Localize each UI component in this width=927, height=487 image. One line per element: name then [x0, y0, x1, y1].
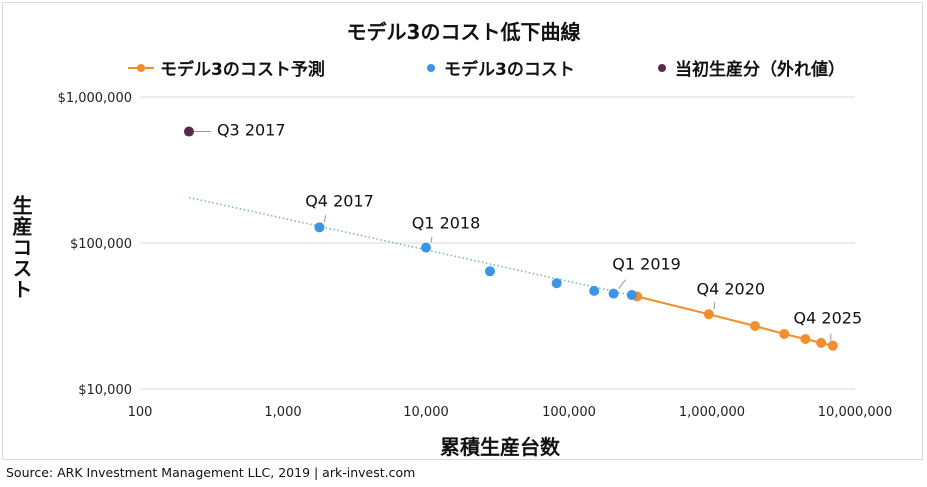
forecast-point: [800, 334, 811, 345]
forecast-point: [703, 309, 714, 320]
legend-marker-cost: [427, 63, 435, 72]
y-tick-label: $1,000,000: [58, 91, 132, 106]
legend-label-forecast: モデル3のコスト予測: [160, 60, 325, 80]
forecast-point: [750, 321, 761, 332]
y-tick-label: $100,000: [70, 237, 132, 252]
legend-item-outlier: 当初生産分（外れ値）: [658, 55, 845, 80]
cost-point: [626, 290, 637, 301]
x-tick-label: 100: [128, 405, 153, 420]
cost-point: [589, 285, 600, 296]
cost-point: [484, 266, 495, 277]
outlier-point: [183, 126, 194, 137]
x-axis-label: 累積生産台数: [440, 435, 560, 459]
annotation-leader: [324, 215, 326, 223]
annotation-label: Q4 2025: [794, 309, 863, 328]
annotation-leader: [430, 236, 433, 243]
x-tick-label: 10,000,000: [818, 405, 892, 420]
cost-point: [551, 278, 562, 289]
y-tick-label: $10,000: [78, 383, 132, 398]
cost-point: [314, 222, 325, 233]
x-tick-label: 1,000: [264, 405, 301, 420]
source-note: Source: ARK Investment Management LLC, 2…: [6, 465, 416, 480]
cost-point: [608, 288, 619, 299]
forecast-point: [779, 329, 790, 340]
annotation-label: Q1 2018: [412, 214, 481, 233]
cost-point: [421, 242, 431, 253]
legend-line-marker: [128, 63, 154, 72]
legend-label-outlier: 当初生産分（外れ値）: [675, 60, 845, 80]
x-tick-label: 1,000,000: [679, 405, 745, 420]
chart-title: モデル3のコスト低下曲線: [346, 20, 581, 44]
legend-item-cost: モデル3のコスト: [427, 55, 575, 80]
legend-item-forecast: モデル3のコスト予測: [128, 55, 325, 80]
annotation-leader: [618, 279, 626, 289]
annotation-leader: [713, 302, 716, 310]
legend-marker-outlier: [658, 63, 666, 72]
annotation-label: Q4 2017: [305, 191, 374, 210]
forecast-point: [816, 337, 827, 348]
annotation-label: Q3 2017: [217, 121, 286, 140]
x-tick-label: 100,000: [542, 405, 596, 420]
annotation-label: Q1 2019: [612, 255, 681, 274]
legend-label-cost: モデル3のコスト: [444, 60, 575, 80]
y-axis-label: 生産コスト: [9, 195, 33, 300]
annotation-label: Q4 2020: [697, 279, 766, 298]
trendline: [188, 196, 638, 298]
forecast-point: [827, 340, 838, 351]
chart-frame: [2, 2, 923, 460]
x-tick-label: 10,000: [403, 405, 449, 420]
